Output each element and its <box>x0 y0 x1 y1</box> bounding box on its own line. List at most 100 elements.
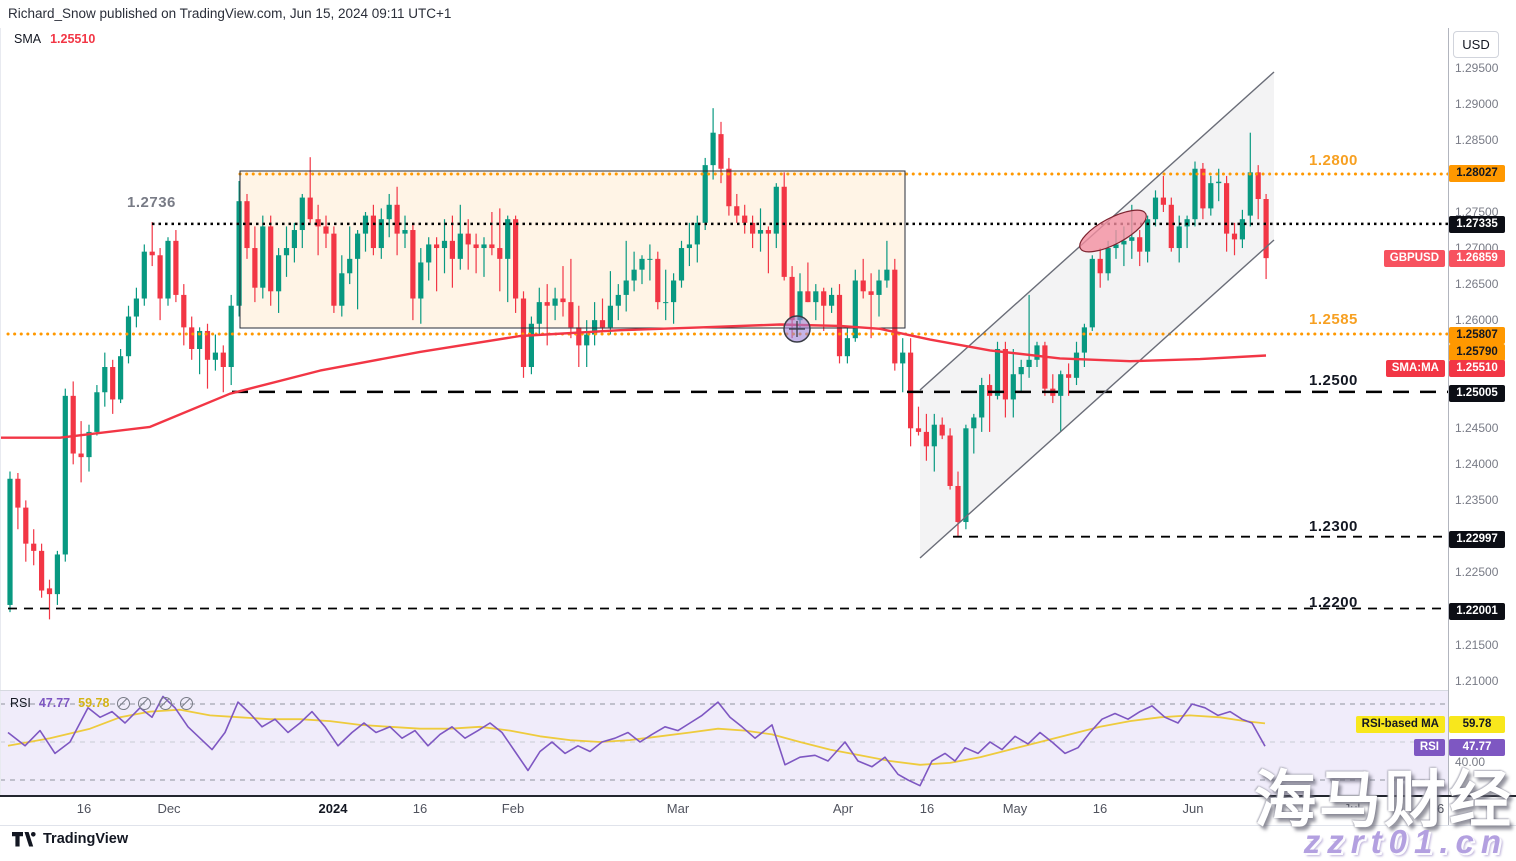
candle-body <box>568 302 574 328</box>
rsi-line[interactable] <box>7 695 1266 787</box>
candle-body <box>331 233 337 306</box>
candle-body <box>1073 352 1080 378</box>
price-tick-label: 1.26500 <box>1455 277 1499 292</box>
candle-body <box>1034 345 1040 360</box>
pane-separator[interactable] <box>0 690 1448 691</box>
rsi-axis-label: 40.00 <box>1455 755 1486 769</box>
time-tick-label: May <box>1002 801 1028 816</box>
candle-body <box>639 258 645 270</box>
channel-lower-line[interactable] <box>919 239 1275 559</box>
candle-body <box>702 165 708 223</box>
publisher-line: Richard_Snow published on TradingView.co… <box>8 6 452 21</box>
candle-body <box>781 186 787 277</box>
candle-body <box>1042 345 1048 389</box>
candle-body <box>418 262 424 299</box>
candle-body <box>994 348 1001 396</box>
candle-body <box>813 291 819 303</box>
rsi-visibility-icon[interactable] <box>117 696 131 710</box>
rsi-ma-line[interactable] <box>7 708 1266 766</box>
time-tick-label: 2024 <box>318 801 348 816</box>
price-badge: 1.22001 <box>1449 602 1505 620</box>
rsi-value-badge: 59.78 <box>1449 715 1505 733</box>
candle-body <box>457 233 463 259</box>
highlight-ellipse[interactable] <box>1074 202 1152 260</box>
candle-body <box>1137 237 1143 252</box>
candle-body <box>133 298 139 317</box>
series-badge[interactable]: SMA:MA <box>1385 359 1445 377</box>
price-tick-label: 1.21000 <box>1455 673 1499 688</box>
candle-body <box>181 294 187 328</box>
footer-brand[interactable]: TradingView <box>12 831 128 847</box>
candle-body <box>23 507 29 544</box>
ascending-channel-fill[interactable] <box>920 72 1274 558</box>
candle-body <box>94 392 100 432</box>
candle-body <box>260 226 266 288</box>
rsi-delete-icon[interactable] <box>159 696 173 710</box>
series-badge[interactable]: GBPUSD <box>1383 249 1445 267</box>
candle-body <box>236 201 242 306</box>
candle-body <box>750 222 756 234</box>
candle-body <box>291 230 297 249</box>
rsi-legend-title: RSI <box>10 696 31 710</box>
price-tick-label: 1.27500 <box>1455 204 1499 219</box>
candle-body <box>1097 258 1103 274</box>
candle-body <box>141 251 147 299</box>
time-tick-label: 16 <box>1092 801 1108 816</box>
candle-body <box>362 215 369 234</box>
candle-body <box>473 244 479 249</box>
candle-body <box>165 240 171 299</box>
candle-body <box>1026 359 1032 368</box>
indicator-legend[interactable]: SMA 1.25510 <box>14 32 95 46</box>
rsi-side-badge[interactable]: RSI <box>1413 738 1445 756</box>
rsi-more-icon[interactable] <box>180 696 194 710</box>
candle-body <box>599 320 606 328</box>
rsi-legend[interactable]: RSI 47.77 59.78 <box>10 696 194 710</box>
candle-body <box>378 219 384 249</box>
candle-body <box>584 334 590 346</box>
candle-body <box>220 352 226 368</box>
candle-body <box>979 385 985 418</box>
time-axis-separator <box>0 795 1516 797</box>
candle-body <box>434 244 440 249</box>
candle-body <box>931 424 937 447</box>
candle-body <box>560 298 566 303</box>
candle-body <box>1058 374 1064 396</box>
candle-body <box>268 226 274 292</box>
candle-body <box>726 168 732 207</box>
candle-body <box>1208 183 1214 209</box>
price-tick-label: 1.26000 <box>1455 313 1499 328</box>
candle-body <box>1263 199 1269 259</box>
candle-body <box>1231 233 1238 240</box>
candle-body <box>923 431 929 447</box>
level-price-label: 1.2585 <box>1309 311 1358 328</box>
candle-body <box>623 280 629 295</box>
price-badge: 1.26859 <box>1449 249 1505 267</box>
sma-line[interactable] <box>0 323 1267 439</box>
candle-body <box>1002 348 1008 400</box>
candle-body <box>592 320 598 335</box>
candle-body <box>307 197 313 220</box>
consolidation-box-outline[interactable] <box>239 170 906 329</box>
candle-body <box>244 201 250 249</box>
candle-body <box>971 417 977 429</box>
rsi-settings-icon[interactable] <box>138 696 152 710</box>
rsi-side-badge[interactable]: RSI-based MA <box>1355 715 1445 733</box>
candle-body <box>631 269 637 281</box>
price-badge: 1.25790 <box>1449 343 1505 361</box>
candle-body <box>46 588 53 595</box>
candle-body <box>884 269 890 281</box>
candle-body <box>110 367 116 400</box>
candle-body <box>757 230 764 234</box>
currency-toggle-button[interactable]: USD <box>1453 31 1499 58</box>
candle-body <box>489 244 495 249</box>
candle-body <box>844 338 850 357</box>
candle-body <box>607 305 613 328</box>
tradingview-brand-text: TradingView <box>43 831 129 847</box>
time-tick-label: Feb <box>501 801 525 816</box>
candle-body <box>1121 240 1127 245</box>
time-tick-label: Mar <box>666 801 690 816</box>
time-tick-label: Apr <box>832 801 854 816</box>
level-price-label: 1.2200 <box>1309 594 1358 611</box>
candle-body <box>157 255 163 299</box>
